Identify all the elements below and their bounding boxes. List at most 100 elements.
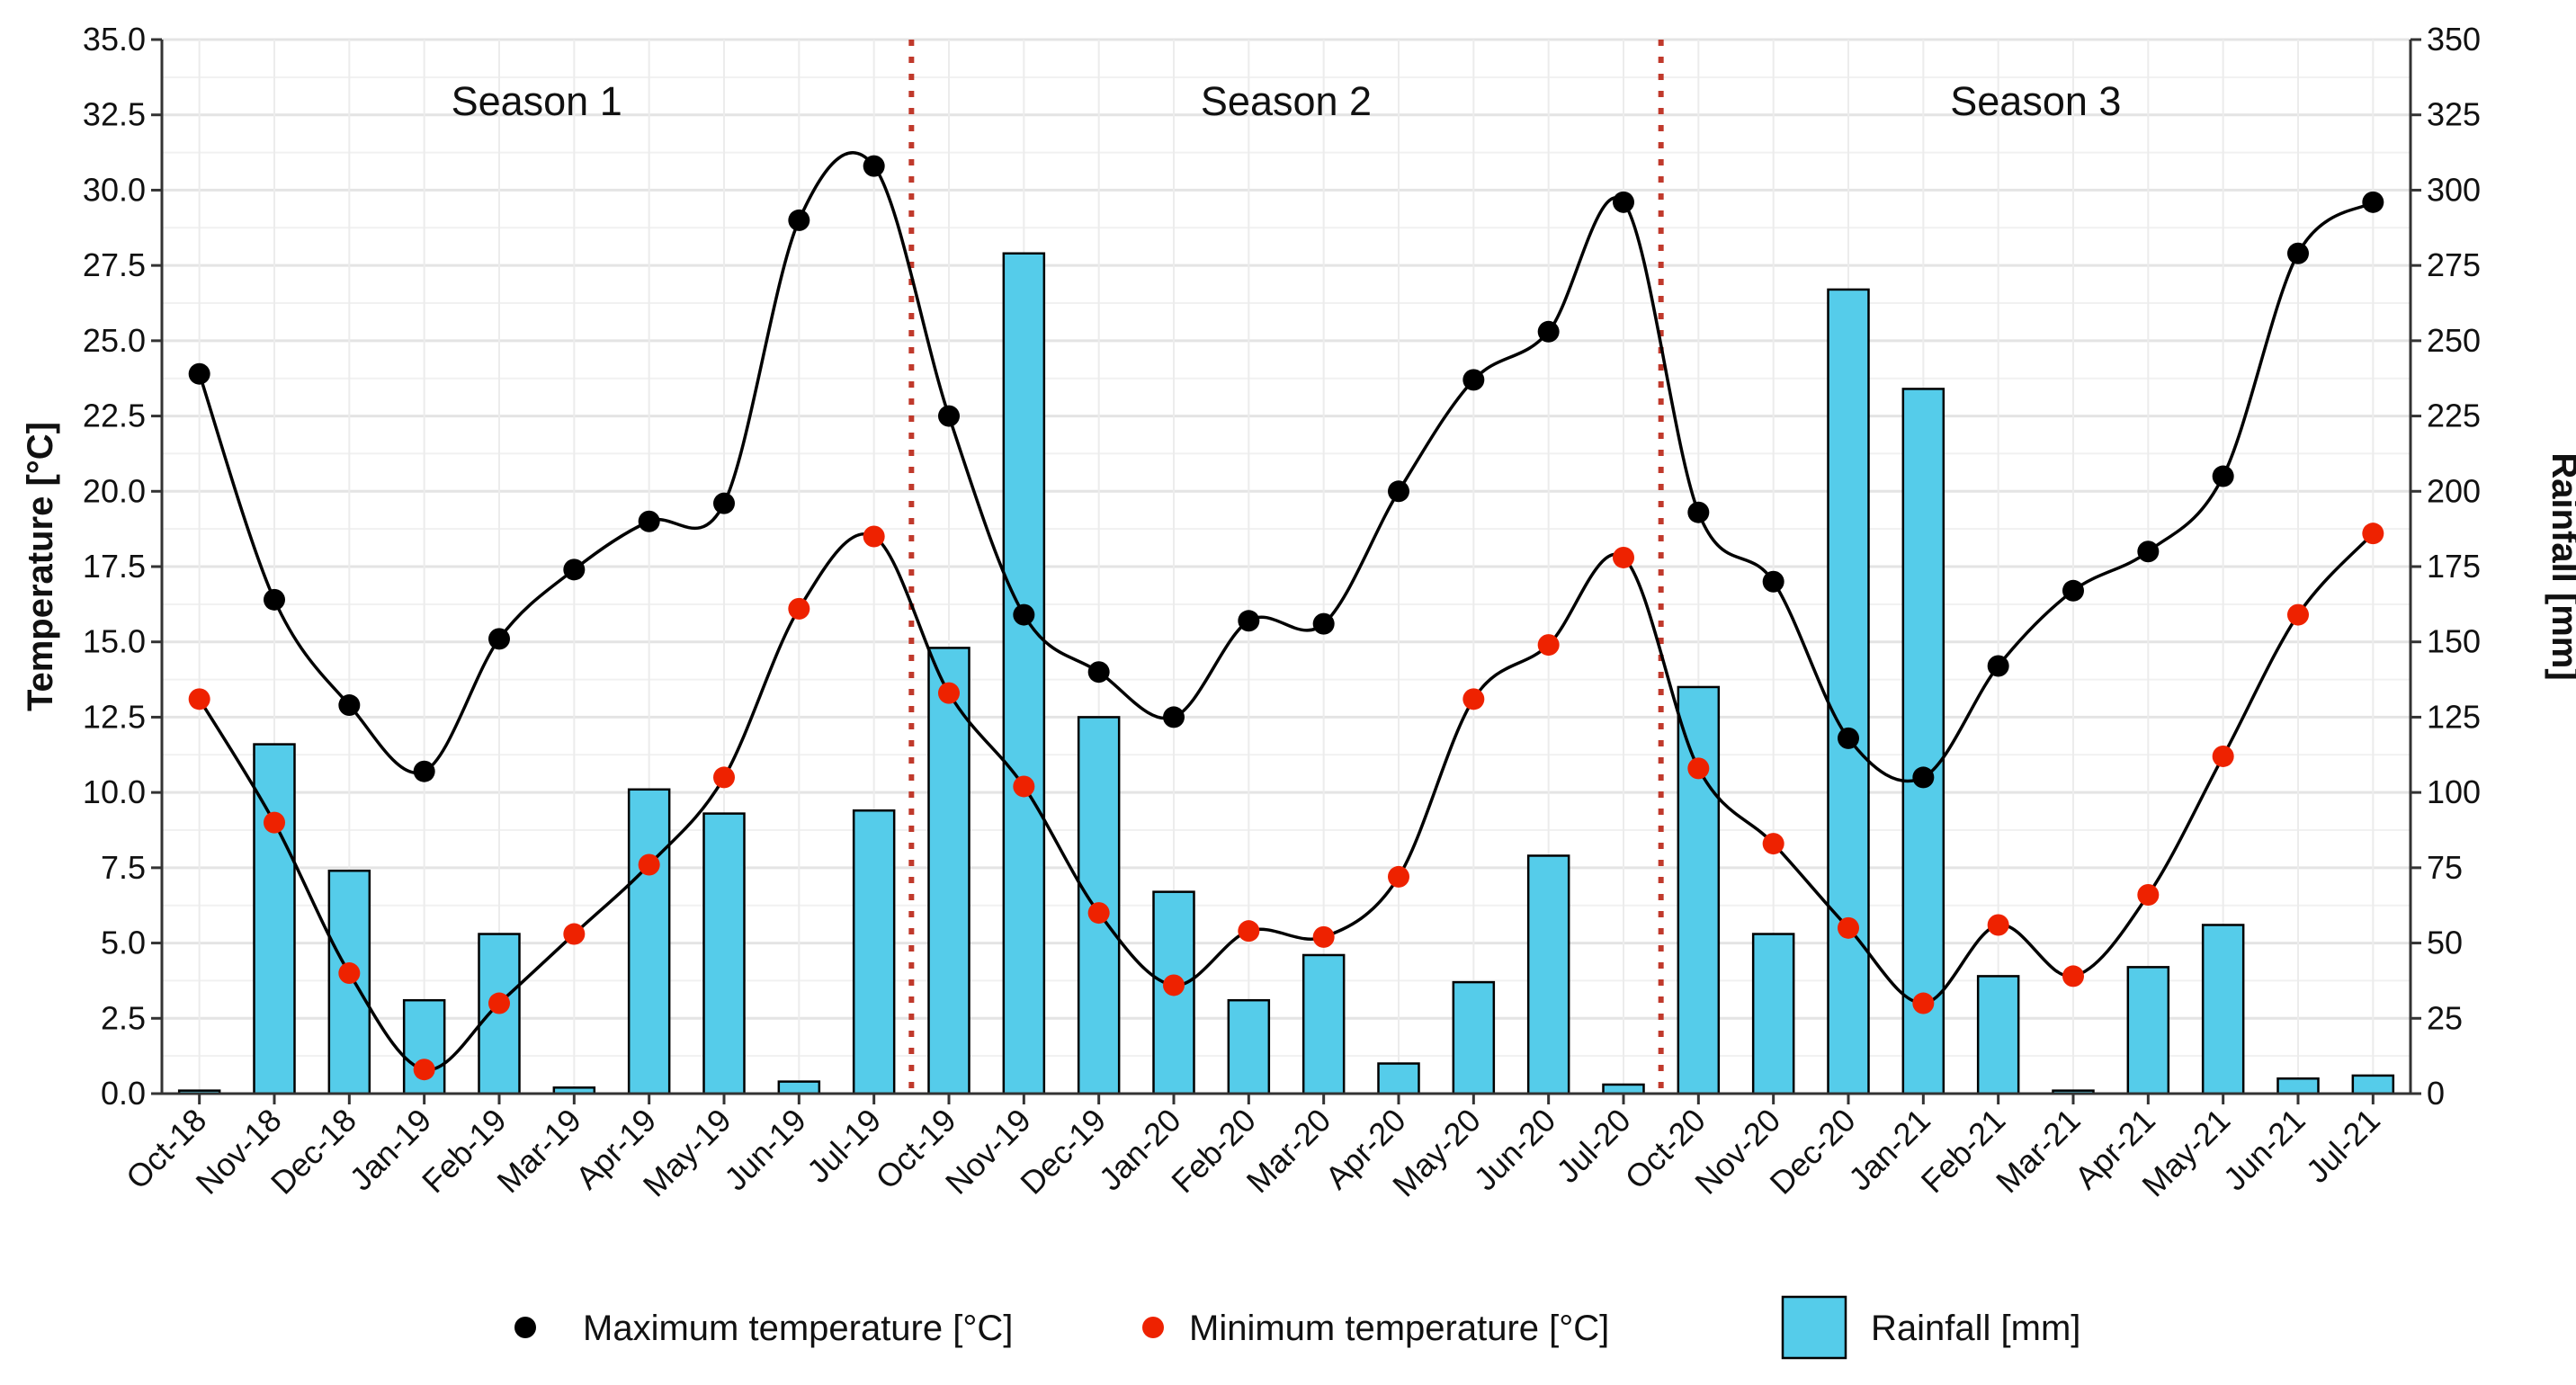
y2-axis-title: Rainfall [mm]: [2545, 452, 2576, 680]
y-tick-label: 35.0: [83, 21, 146, 58]
min-temp-point: [1087, 902, 1110, 925]
min-temp-point: [1312, 925, 1335, 948]
x-tick-label: Mar-20: [1239, 1102, 1338, 1201]
rainfall-bar: [702, 812, 746, 1095]
max-temp-point: [1087, 661, 1110, 684]
min-temp-point: [938, 682, 960, 704]
y2-tick-label: 300: [2427, 171, 2481, 208]
y-axis-title: Temperature [°C]: [21, 422, 60, 711]
rainfall-bar: [1827, 288, 1870, 1095]
y-tick-label: 12.5: [83, 698, 146, 735]
legend-rain-label: Rainfall [mm]: [1871, 1309, 2080, 1348]
min-temp-point: [863, 525, 885, 548]
temperature-points: [188, 155, 2384, 1081]
y-tick-label: 20.0: [83, 472, 146, 509]
legend-min-marker: [1142, 1317, 1164, 1338]
min-temp-point: [413, 1059, 435, 1081]
min-temp-point: [2062, 965, 2084, 987]
rainfall-bar: [627, 788, 671, 1095]
y2-tick-label: 175: [2427, 548, 2481, 585]
x-tick-label: Feb-19: [415, 1102, 514, 1201]
y2-tick-label: 50: [2427, 925, 2463, 961]
max-temp-point: [2212, 465, 2234, 487]
min-temp-point: [338, 962, 361, 985]
rainfall-bar: [777, 1080, 821, 1095]
rainfall-bar: [1901, 388, 1945, 1095]
min-temp-point: [1537, 634, 1560, 657]
max-temp-point: [1987, 655, 2009, 677]
y2-tick-label: 275: [2427, 246, 2481, 283]
y2-tick-label: 325: [2427, 96, 2481, 133]
rainfall-bar: [1077, 716, 1121, 1095]
max-temp-point: [413, 760, 435, 782]
y2-tick-label: 25: [2427, 999, 2463, 1036]
y-tick-label: 15.0: [83, 623, 146, 660]
rainfall-bar: [1002, 252, 1046, 1095]
rainfall-bar: [2276, 1077, 2320, 1095]
rainfall-bars: [177, 252, 2395, 1095]
y-tick-label: 0.0: [101, 1075, 146, 1112]
min-temp-point: [2287, 603, 2309, 626]
max-temp-point: [788, 209, 810, 231]
y-tick-label: 2.5: [101, 999, 146, 1036]
x-tick-label: Feb-21: [1914, 1102, 2013, 1201]
min-temp-point: [1163, 974, 1185, 996]
x-tick-label: Jul-21: [2299, 1102, 2387, 1190]
min-temp-point: [1462, 688, 1485, 710]
max-temp-point: [488, 628, 510, 650]
rainfall-bar: [1377, 1062, 1420, 1095]
min-temp-point: [1687, 757, 1710, 780]
min-temp-point: [488, 992, 510, 1014]
season-label: Season 3: [1950, 78, 2121, 124]
y-tick-label: 22.5: [83, 398, 146, 434]
min-temp-point: [1238, 920, 1260, 943]
min-temp-point: [264, 811, 285, 834]
rainfall-bar: [1452, 980, 1496, 1095]
max-temp-point: [1762, 570, 1784, 593]
max-temp-point: [1537, 320, 1560, 343]
max-temp-point: [1912, 766, 1935, 789]
max-temp-point: [638, 510, 660, 532]
min-temp-point: [2137, 883, 2160, 906]
max-temp-point: [2062, 579, 2084, 602]
max-temp-point: [1687, 501, 1710, 523]
y-tick-label: 25.0: [83, 322, 146, 359]
y-tick-label: 32.5: [83, 96, 146, 133]
x-tick-label: Dec-18: [264, 1102, 363, 1202]
legend-max-label: Maximum temperature [°C]: [583, 1309, 1013, 1348]
max-temp-point: [2362, 191, 2384, 213]
min-temp-point: [1388, 865, 1409, 888]
max-temp-point: [1613, 191, 1634, 213]
max-temp-point: [2287, 242, 2309, 264]
rainfall-bar: [927, 647, 970, 1095]
rainfall-bar: [1677, 685, 1721, 1095]
season-dividers: [908, 40, 1664, 1094]
x-tick-label: Dec-19: [1013, 1102, 1113, 1202]
min-temp-line: [198, 532, 2375, 1072]
min-temp-point: [2362, 523, 2384, 545]
x-tick-label: Mar-21: [1989, 1102, 2088, 1201]
max-temp-point: [1163, 706, 1185, 728]
min-temp-point: [1013, 775, 1035, 798]
rainfall-bar: [1751, 933, 1795, 1095]
y2-tick-label: 150: [2427, 623, 2481, 660]
x-tick-label: Jun-20: [1466, 1102, 1562, 1198]
max-temp-point: [1462, 369, 1485, 391]
season-labels: Season 1 Season 2 Season 3: [452, 78, 2122, 124]
rainfall-bar: [2126, 966, 2170, 1095]
min-temp-point: [1613, 546, 1634, 568]
y2-tick-label: 75: [2427, 849, 2463, 886]
rainfall-bar: [1602, 1083, 1645, 1095]
y2-tick-label: 125: [2427, 698, 2481, 735]
max-temp-point: [1013, 603, 1035, 626]
y-tick-label: 27.5: [83, 246, 146, 283]
rainfall-bar: [2351, 1074, 2395, 1095]
y2-tick-label: 100: [2427, 773, 2481, 810]
rainfall-bar: [852, 809, 896, 1095]
min-temp-point: [788, 597, 810, 620]
rainfall-bar: [2201, 924, 2245, 1095]
x-tick-label: Jun-21: [2216, 1102, 2312, 1198]
legend-rain-swatch: [1781, 1295, 1847, 1360]
max-temp-point: [1388, 480, 1409, 503]
